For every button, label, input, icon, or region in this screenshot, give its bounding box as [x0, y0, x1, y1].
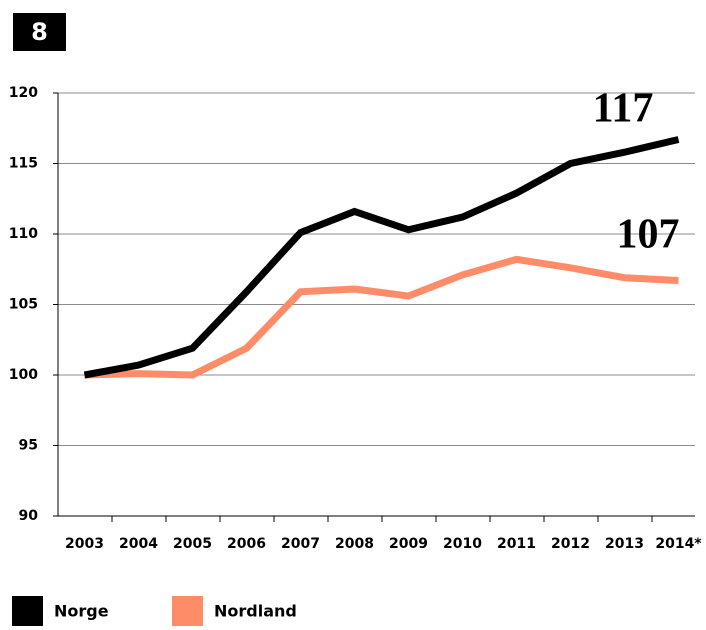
x-tick-label: 2007	[281, 536, 320, 552]
y-tick-label: 105	[9, 297, 38, 313]
legend-swatch	[12, 596, 43, 627]
y-tick-label: 115	[9, 156, 38, 172]
legend-label: Nordland	[214, 602, 297, 621]
x-tick-label: 2005	[173, 536, 212, 552]
x-tick-label: 2003	[65, 536, 104, 552]
y-tick-label: 95	[19, 438, 38, 454]
x-tick-label: 2004	[119, 536, 158, 552]
x-tick-label: 2011	[497, 536, 536, 552]
figure-number: 8	[31, 18, 48, 46]
figure-number-box	[13, 13, 66, 51]
x-tick-label: 2013	[605, 536, 644, 552]
legend-label: Norge	[54, 602, 109, 621]
legend-swatch	[172, 596, 203, 627]
x-tick-label: 2009	[389, 536, 428, 552]
series-line	[83, 136, 680, 379]
x-tick-label: 2012	[551, 536, 590, 552]
end-annotation: 117	[593, 86, 654, 132]
x-tick-label: 2010	[443, 536, 482, 552]
end-annotation: 107	[617, 212, 680, 258]
x-tick-label: 2014*	[655, 536, 702, 552]
x-tick-label: 2008	[335, 536, 374, 552]
x-tick-label: 2006	[227, 536, 266, 552]
y-tick-label: 120	[9, 85, 38, 101]
series-line	[84, 255, 679, 379]
y-tick-label: 90	[19, 508, 39, 524]
y-tick-label: 100	[9, 367, 38, 383]
y-tick-label: 110	[9, 226, 38, 242]
